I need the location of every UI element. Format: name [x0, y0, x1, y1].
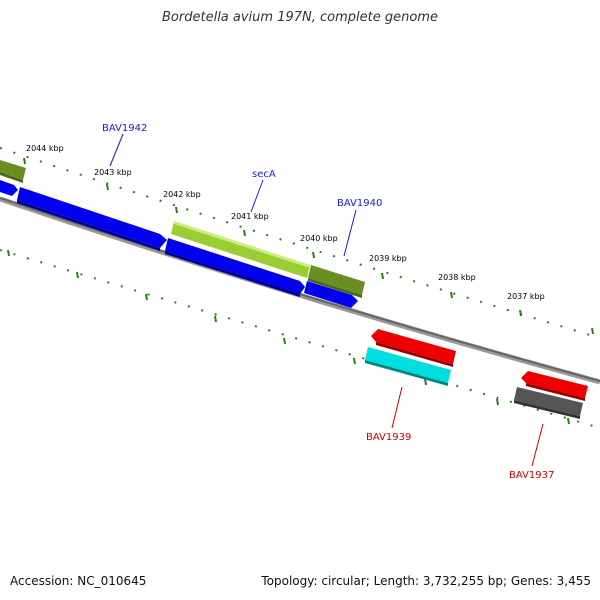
gene-gray-shadow [514, 400, 580, 419]
outer-tick-ring [0, 147, 600, 339]
leader-bav1942 [109, 133, 124, 167]
gene-lime-seca-highlight [174, 221, 310, 268]
topology-text: Topology: circular; Length: 3,732,255 bp… [261, 574, 591, 588]
major-tick [7, 249, 10, 257]
major-tick [353, 357, 356, 365]
gene-label-seca[interactable]: secA [252, 169, 276, 180]
gene-label-bav1942[interactable]: BAV1942 [102, 123, 147, 134]
tick-labels: 2044 kbp 2043 kbp 2042 kbp 2041 kbp 2040… [26, 144, 545, 301]
gene-blue-mid-shadow [165, 251, 300, 297]
reverse-genes [365, 329, 588, 419]
tick-label-2040: 2040 kbp [300, 234, 338, 243]
major-ticks-inner [7, 249, 570, 425]
tick-label-2039: 2039 kbp [369, 254, 407, 263]
outer-minor-ticks [0, 147, 600, 339]
tick-label-2041: 2041 kbp [231, 212, 269, 221]
gene-cyan-shadow [365, 360, 448, 386]
major-tick [175, 206, 178, 214]
gene-red-bav1939-shadow [376, 342, 453, 367]
gene-red-bav1937-shadow [526, 383, 585, 401]
inner-tick-ring [0, 249, 600, 429]
gene-cyan[interactable] [365, 347, 451, 383]
gene-blue-bav1942-shadow [17, 200, 160, 251]
gene-olive-left[interactable] [0, 160, 26, 180]
gene-label-bav1939[interactable]: BAV1939 [366, 432, 411, 443]
gene-olive-bav1940-shadow [308, 278, 362, 298]
major-tick [381, 272, 384, 280]
tick-label-2037: 2037 kbp [507, 292, 545, 301]
gene-blue-mid[interactable] [165, 238, 305, 294]
leader-bav1940 [343, 209, 357, 257]
tick-label-2044: 2044 kbp [26, 144, 64, 153]
gene-label-bav1937[interactable]: BAV1937 [509, 470, 554, 481]
major-tick [450, 291, 453, 299]
leader-seca [250, 179, 264, 213]
major-tick [424, 378, 427, 386]
major-tick [214, 315, 217, 323]
gene-blue-bav1942[interactable] [17, 187, 167, 248]
gene-blue-left[interactable] [0, 180, 18, 196]
gene-olive-bav1940[interactable] [308, 265, 365, 295]
leader-bav1939 [391, 386, 403, 429]
major-tick [591, 327, 594, 335]
major-tick [145, 293, 148, 301]
major-ticks-outer [23, 157, 594, 335]
major-tick [23, 157, 26, 165]
major-tick [283, 337, 286, 345]
major-tick [567, 417, 570, 425]
inner-minor-ticks [0, 249, 600, 429]
gene-label-bav1940[interactable]: BAV1940 [337, 198, 382, 209]
tick-label-2038: 2038 kbp [438, 273, 476, 282]
gene-blue-right[interactable] [304, 281, 358, 308]
tick-label-2042: 2042 kbp [163, 190, 201, 199]
forward-genes [0, 160, 365, 308]
gene-gray[interactable] [514, 387, 583, 416]
gene-lime-seca[interactable] [171, 221, 310, 278]
tick-label-2043: 2043 kbp [94, 168, 132, 177]
accession-text: Accession: NC_010645 [10, 574, 147, 588]
gene-labels: BAV1942 secA BAV1940 BAV1939 BAV1937 [102, 123, 554, 481]
gene-leaders [109, 133, 544, 467]
gene-red-bav1937[interactable] [521, 371, 588, 398]
major-tick [519, 309, 522, 317]
major-tick [243, 229, 246, 237]
major-tick [496, 398, 499, 406]
map-title: Bordetella avium 197N, complete genome [162, 10, 438, 25]
major-tick [76, 271, 79, 279]
major-tick [106, 183, 109, 191]
leader-bav1937 [531, 423, 544, 467]
gene-olive-left-shadow [0, 172, 23, 183]
gene-red-bav1939[interactable] [371, 329, 456, 364]
major-tick [312, 251, 315, 259]
